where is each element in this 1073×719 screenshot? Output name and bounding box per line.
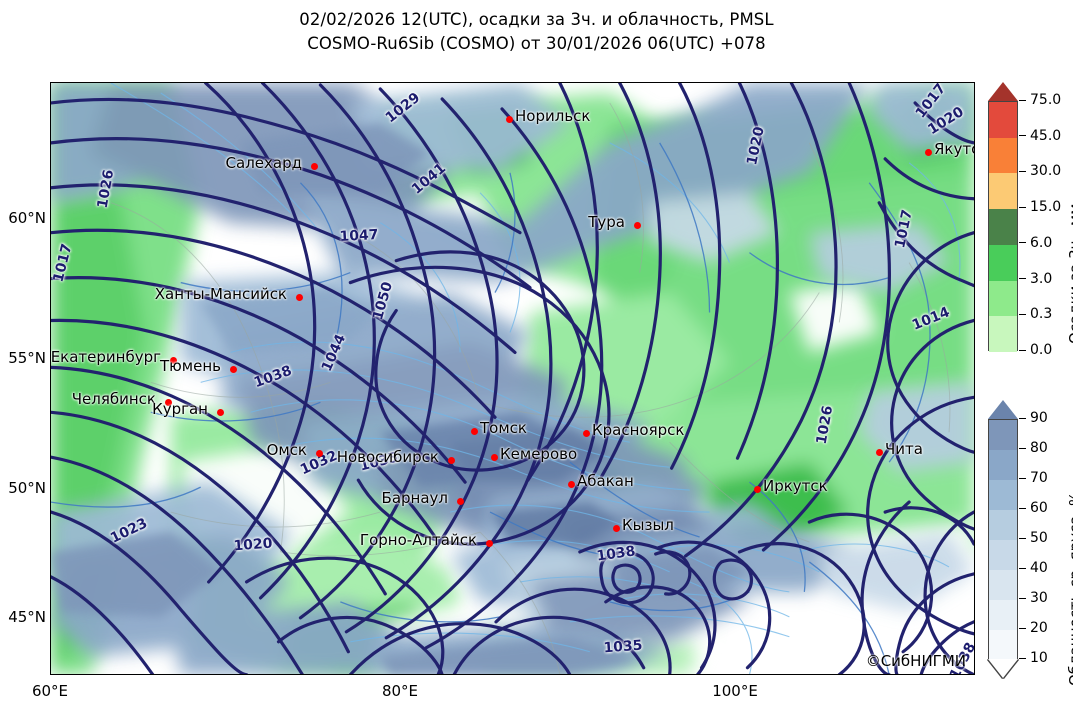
colorbar-segment	[989, 173, 1017, 210]
colorbar-segment	[989, 600, 1017, 630]
copyright-notice: ©СибНИГМИ	[865, 652, 966, 670]
colorbar-tick: 75.0	[1019, 92, 1061, 108]
city-dot-icon	[165, 399, 172, 406]
city-dot-icon	[568, 481, 575, 488]
page-title: 02/02/2026 12(UTC), осадки за 3ч. и обла…	[0, 8, 1073, 56]
latitude-tick-label: 55°N	[8, 349, 46, 367]
city-dot-icon	[471, 428, 478, 435]
latitude-tick-label: 60°N	[8, 209, 46, 227]
colorbar-tick: 50	[1019, 530, 1048, 546]
latitude-tick-label: 50°N	[8, 479, 46, 497]
colorbar-cloud-bar	[988, 419, 1018, 660]
colorbar-tick: 80	[1019, 440, 1048, 456]
city-label: Кызыл	[622, 516, 674, 534]
longitude-tick-label: 60°E	[31, 682, 69, 700]
colorbar-tick: 40	[1019, 560, 1048, 576]
colorbar-segment	[989, 510, 1017, 540]
colorbar-precipitation[interactable]: 75.0 45.0 30.0 15.0 6.0 3.0 0.3 0.0 Осадки за 3…	[988, 82, 1073, 367]
city-dot-icon	[296, 294, 303, 301]
colorbar-precip-bar	[988, 101, 1018, 352]
city-label: Томск	[480, 419, 527, 437]
colorbar-tick: 90	[1019, 410, 1048, 426]
colorbar-cloudiness[interactable]: 90 80 70 60 50 40 30 20 10 Облачность ср. яруса,…	[988, 400, 1073, 690]
colorbar-tick: 30.0	[1019, 163, 1061, 179]
latitude-tick-label: 45°N	[8, 608, 46, 626]
colorbar-segment	[989, 480, 1017, 510]
city-dot-icon	[448, 457, 455, 464]
city-markers: Норильск Якутск Салехард Тура Ханты-Мансийск…	[51, 83, 974, 674]
city-label: Ханты-Мансийск	[154, 285, 287, 303]
colorbar-segment	[989, 630, 1017, 660]
city-label: Якутск	[934, 140, 974, 158]
colorbar-tick: 3.0	[1019, 271, 1052, 287]
title-line-2: COSMO-Ru6Sib (COSMO) от 30/01/2026 06(UT…	[307, 34, 766, 53]
city-label: Челябинск	[71, 390, 156, 408]
city-label: Норильск	[515, 107, 591, 125]
colorbar-segment	[989, 540, 1017, 570]
colorbar-segment	[989, 102, 1017, 138]
colorbar-tick: 15.0	[1019, 199, 1061, 215]
city-dot-icon	[754, 486, 761, 493]
colorbar-precip-over-arrow	[988, 82, 1018, 101]
city-dot-icon	[486, 540, 493, 547]
colorbar-tick: 30	[1019, 590, 1048, 606]
colorbar-precip-title: Осадки за 3ч., мм	[1066, 203, 1073, 344]
city-label: Тюмень	[160, 357, 221, 375]
colorbar-tick: 20	[1019, 620, 1048, 636]
longitude-tick-label: 80°E	[381, 682, 419, 700]
colorbar-segment	[989, 137, 1017, 174]
city-dot-icon	[457, 498, 464, 505]
city-dot-icon	[217, 409, 224, 416]
city-dot-icon	[170, 357, 177, 364]
colorbar-tick: 10	[1019, 650, 1048, 666]
city-label: Тура	[588, 213, 625, 231]
colorbar-segment	[989, 570, 1017, 600]
title-line-1: 02/02/2026 12(UTC), осадки за 3ч. и обла…	[299, 10, 774, 29]
city-dot-icon	[634, 222, 641, 229]
city-label: Абакан	[577, 472, 634, 490]
city-dot-icon	[316, 450, 323, 457]
colorbar-segment	[989, 209, 1017, 245]
colorbar-tick: 70	[1019, 470, 1048, 486]
city-dot-icon	[613, 525, 620, 532]
city-label: Кемерово	[500, 445, 578, 463]
colorbar-segment	[989, 420, 1017, 450]
colorbar-tick: 45.0	[1019, 128, 1061, 144]
longitude-tick-label: 100°E	[712, 682, 758, 700]
colorbar-tick: 0.3	[1019, 306, 1052, 322]
city-label: Новосибирск	[336, 448, 439, 466]
city-dot-icon	[311, 163, 318, 170]
city-label: Курган	[152, 400, 208, 418]
city-label: Иркутск	[763, 477, 828, 495]
city-label: Горно-Алтайск	[359, 531, 477, 549]
colorbar-segment	[989, 316, 1017, 352]
colorbar-cloud-title: Облачность ср. яруса, %	[1066, 492, 1073, 686]
city-label: Чита	[885, 440, 923, 458]
weather-map[interactable]: 1029 1017 1020 1020 1041 1026 1017 1017 1047 1050…	[50, 82, 975, 675]
colorbar-segment	[989, 244, 1017, 281]
colorbar-cloud-over-arrow	[988, 400, 1018, 419]
colorbar-tick: 6.0	[1019, 235, 1052, 251]
city-label: Красноярск	[592, 421, 685, 439]
colorbar-segment	[989, 450, 1017, 480]
city-dot-icon	[230, 366, 237, 373]
city-dot-icon	[506, 116, 513, 123]
colorbar-tick: 60	[1019, 500, 1048, 516]
city-dot-icon	[925, 149, 932, 156]
city-dot-icon	[491, 454, 498, 461]
city-label: Омск	[266, 441, 307, 459]
colorbar-segment	[989, 280, 1017, 317]
city-label: Салехард	[225, 154, 302, 172]
city-dot-icon	[876, 449, 883, 456]
city-label: Барнаул	[381, 489, 448, 507]
colorbar-tick: 0.0	[1019, 342, 1052, 358]
city-dot-icon	[583, 430, 590, 437]
isobar-contour-layer	[51, 83, 974, 674]
colorbar-cloud-under-arrow	[988, 659, 1018, 678]
city-label: Екатеринбург	[50, 348, 161, 366]
